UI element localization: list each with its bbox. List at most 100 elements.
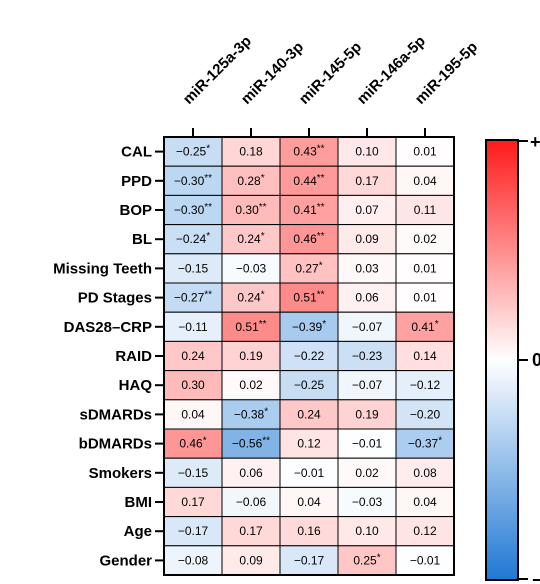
heatmap-cell [221, 370, 281, 401]
heatmap-cell [163, 253, 223, 284]
row-label: Gender [99, 552, 152, 569]
cell-value-label: −0.03 [352, 495, 383, 509]
cell-value-label: 0.44** [293, 173, 324, 188]
cell-value-label: 0.12 [413, 524, 437, 538]
cell-value-label: −0.11 [178, 320, 208, 334]
cell-value-label: −0.22 [294, 349, 325, 363]
cell-value-label: −0.30** [174, 202, 212, 217]
cell-value-label: 0.46** [293, 231, 324, 246]
row-label: HAQ [119, 377, 153, 394]
heatmap-cell [395, 224, 455, 255]
cell-value-label: 0.14 [413, 349, 437, 363]
cell-value-label: 0.24* [237, 231, 264, 246]
cell-value-label: 0.01 [413, 261, 437, 275]
cell-value-label: 0.16 [297, 524, 321, 538]
cell-value-label: 0.02 [239, 378, 263, 392]
heatmap-cell [279, 486, 339, 518]
cell-value-label: −0.25* [176, 144, 210, 159]
heatmap-cell [279, 253, 339, 284]
heatmap-cell [395, 282, 455, 313]
heatmap-cell [337, 516, 397, 547]
cell-value-label: 0.24 [181, 349, 205, 363]
heatmap-cell [279, 136, 339, 167]
cell-value-label: 0.17 [355, 174, 379, 188]
cell-value-label: −0.01 [352, 437, 383, 451]
row-label: BOP [119, 202, 152, 219]
cell-value-label: 0.28* [237, 173, 264, 188]
cell-value-label: −0.07 [352, 320, 383, 334]
colorbar-label-middle: 0 [532, 350, 540, 370]
row-label: DAS28–CRP [64, 319, 152, 336]
cell-value-label: 0.08 [413, 466, 437, 480]
cell-value-label: 0.17 [181, 495, 205, 509]
cell-value-label: 0.25* [353, 552, 380, 567]
cell-value-label: 0.18 [239, 145, 263, 159]
colorbar-label-bottom: − [532, 570, 540, 584]
cell-value-label: −0.15 [178, 261, 209, 275]
cell-value-label: −0.56** [232, 436, 270, 451]
heatmap-cell [221, 311, 281, 342]
row-labels: CAL PPD BOP BL Missing Teeth PD Stages DAS28–C… [53, 144, 164, 569]
heatmap-cell [279, 370, 339, 401]
heatmap-cell [163, 457, 223, 488]
cell-value-label: 0.04 [297, 495, 321, 509]
cell-value-label: 0.01 [413, 291, 437, 305]
cell-value-label: −0.01 [294, 466, 325, 480]
cell-value-label: −0.20 [410, 407, 441, 421]
cell-value-label: −0.25 [294, 378, 325, 392]
column-labels: miR-125a-3pmiR-140-3pmiR-145-5pmiR-146a-… [180, 33, 481, 108]
heatmap-cell [337, 428, 397, 459]
heatmap-cell [395, 516, 455, 547]
heatmap-cell [221, 136, 281, 167]
cell-value-label: 0.12 [297, 437, 321, 451]
cell-value-label: 0.02 [413, 232, 437, 246]
row-label: PPD [121, 173, 152, 190]
cell-value-label: 0.51** [235, 319, 266, 334]
cell-value-label: −0.01 [410, 553, 441, 567]
cell-value-label: 0.01 [413, 145, 437, 159]
cell-value-label: 0.24 [297, 407, 321, 421]
heatmap-cell [395, 136, 455, 167]
cell-value-label: −0.27** [174, 290, 212, 305]
cell-value-label: −0.17 [178, 524, 209, 538]
cell-value-label: 0.46* [179, 436, 206, 451]
cell-value-label: 0.04 [413, 174, 437, 188]
row-label: bDMARDs [79, 436, 152, 453]
cell-value-label: −0.15 [178, 466, 209, 480]
cell-value-label: −0.08 [178, 553, 209, 567]
cell-value-label: 0.30** [235, 202, 266, 217]
colorbar-gradient [485, 139, 519, 581]
cell-value-label: 0.04 [181, 407, 205, 421]
heatmap-cell [337, 340, 397, 372]
heatmap-cell [279, 194, 339, 226]
heatmap-cell [163, 545, 223, 576]
column-ticks [192, 128, 426, 137]
cell-value-label: 0.02 [355, 466, 379, 480]
heatmap-cell [395, 399, 455, 430]
row-label: PD Stages [78, 290, 152, 307]
heatmap-cell [279, 224, 339, 255]
cell-value-label: 0.27* [295, 260, 322, 275]
row-label: sDMARDs [79, 406, 152, 423]
cell-value-label: 0.10 [355, 145, 379, 159]
heatmap-cell [221, 545, 281, 576]
row-label: Missing Teeth [53, 260, 152, 277]
cell-value-label: −0.07 [352, 378, 383, 392]
heatmap-cell [163, 311, 223, 342]
heatmap-cell [163, 399, 223, 430]
cell-value-label: 0.10 [355, 524, 379, 538]
cell-value-label: 0.19 [355, 407, 379, 421]
cell-value-label: −0.12 [410, 378, 441, 392]
colorbar: + 0 − [485, 132, 540, 584]
row-label: Age [124, 523, 152, 540]
cell-value-label: 0.03 [355, 261, 379, 275]
cell-value-label: 0.07 [355, 203, 379, 217]
heatmap-cell [279, 428, 339, 459]
cell-value-label: 0.19 [239, 349, 263, 363]
heatmap-cell [221, 282, 281, 313]
cell-value-label: 0.51** [293, 290, 324, 305]
row-label: RAID [115, 348, 152, 365]
cell-value-label: 0.11 [414, 203, 437, 217]
cell-value-label: 0.06 [239, 466, 263, 480]
